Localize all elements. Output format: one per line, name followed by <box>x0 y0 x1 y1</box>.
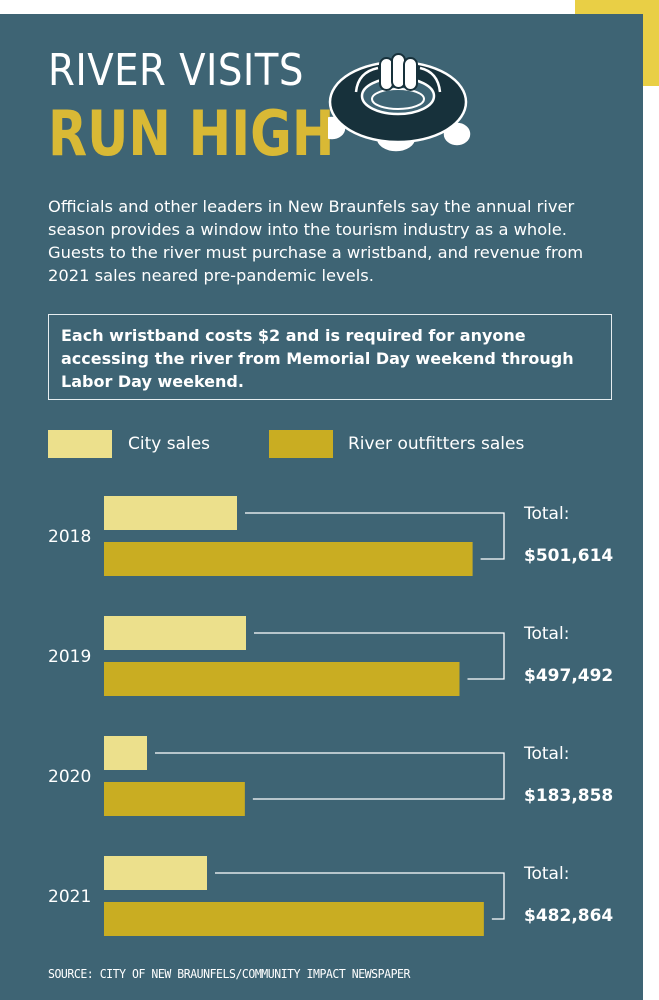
total-value-2018: $501,614 <box>524 546 613 566</box>
legend-swatch-outfitters <box>269 430 333 458</box>
total-bracket-2020 <box>155 752 505 800</box>
year-label-2018: 2018 <box>48 527 91 547</box>
source-note: SOURCE: CITY OF NEW BRAUNFELS/COMMUNITY … <box>48 966 410 981</box>
bar-outfitters-2018 <box>104 542 473 576</box>
bar-outfitters-2019 <box>104 662 460 696</box>
inner-tube-icon <box>328 53 471 152</box>
total-value-2021: $482,864 <box>524 906 613 926</box>
accent-bar-top <box>575 0 659 14</box>
wristband-callout: Each wristband costs $2 and is required … <box>48 314 612 400</box>
legend-swatch-city <box>48 430 112 458</box>
bar-city-2020 <box>104 736 147 770</box>
year-label-2021: 2021 <box>48 887 91 907</box>
legend-label-outfitters: River outfitters sales <box>348 434 525 454</box>
intro-paragraph: Officials and other leaders in New Braun… <box>48 197 584 285</box>
title-line-2: RUN HIGH <box>48 97 335 170</box>
bar-city-2018 <box>104 496 237 530</box>
callout-text: Each wristband costs $2 and is required … <box>61 326 574 391</box>
legend-label-city: City sales <box>128 434 211 454</box>
total-caption-2018: Total: <box>523 504 569 524</box>
bar-city-2021 <box>104 856 207 890</box>
total-value-2019: $497,492 <box>524 666 613 686</box>
total-value-2020: $183,858 <box>524 786 613 806</box>
year-label-2020: 2020 <box>48 767 91 787</box>
total-caption-2020: Total: <box>523 744 569 764</box>
total-bracket-2019 <box>254 632 505 680</box>
accent-bar-side <box>643 0 659 86</box>
total-caption-2019: Total: <box>523 624 569 644</box>
year-label-2019: 2019 <box>48 647 91 667</box>
total-caption-2021: Total: <box>523 864 569 884</box>
bar-city-2019 <box>104 616 246 650</box>
total-bracket-2021 <box>215 872 505 920</box>
title-line-1: RIVER VISITS <box>48 45 304 96</box>
total-bracket-2018 <box>245 512 505 560</box>
bar-outfitters-2020 <box>104 782 245 816</box>
bar-outfitters-2021 <box>104 902 484 936</box>
wristband-sales-chart: 2018 Total: $501,614 2019 Total: $497,492 2020… <box>48 496 613 936</box>
